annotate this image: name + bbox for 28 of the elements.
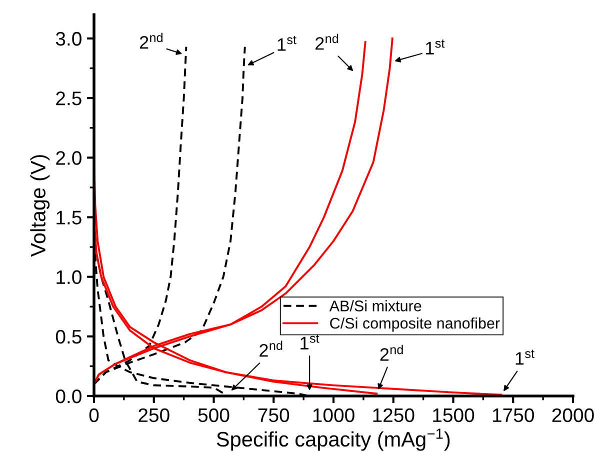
x-tick-label: 2000 xyxy=(552,408,594,422)
annotation: 2$^{nd}$ xyxy=(316,34,338,50)
x-tick-label: 1000 xyxy=(313,408,354,422)
y-tick-label: 3.0 xyxy=(56,32,82,46)
annotation: 2$^{nd}$ xyxy=(260,340,282,357)
y-tick-label: 1.5 xyxy=(56,210,82,224)
x-axis-title: Specific capacity (mAg$^{−1}$) xyxy=(216,428,450,451)
annotation: 1$^{st}$ xyxy=(516,350,534,365)
y-tick-label: 2.0 xyxy=(56,151,82,165)
y-tick-label: 0.5 xyxy=(56,330,82,344)
y-tick-label: 0.0 xyxy=(56,389,82,404)
y-axis-title: Voltage (V) xyxy=(30,155,50,257)
annotation: 1$^{st}$ xyxy=(278,36,296,51)
y-tick-label: 2.5 xyxy=(56,92,82,106)
annotation: 1$^{st}$ xyxy=(426,39,445,54)
x-tick-label: 0 xyxy=(89,408,99,422)
x-tick-label: 1500 xyxy=(433,408,474,422)
legend-label: C/Si composite nanofiber xyxy=(330,317,500,332)
y-tick-label: 1.0 xyxy=(56,270,82,284)
legend-label: AB/Si mixture xyxy=(329,300,422,312)
x-tick-label: 500 xyxy=(198,408,230,422)
x-tick-label: 250 xyxy=(138,408,170,422)
annotation: 2$^{nd}$ xyxy=(380,344,403,361)
x-tick-label: 1250 xyxy=(373,408,414,422)
annotation: 2$^{nd}$ xyxy=(140,32,162,49)
x-tick-label: 1750 xyxy=(492,408,534,422)
x-tick-label: 750 xyxy=(258,408,290,422)
annotation: 1$^{st}$ xyxy=(300,334,320,350)
